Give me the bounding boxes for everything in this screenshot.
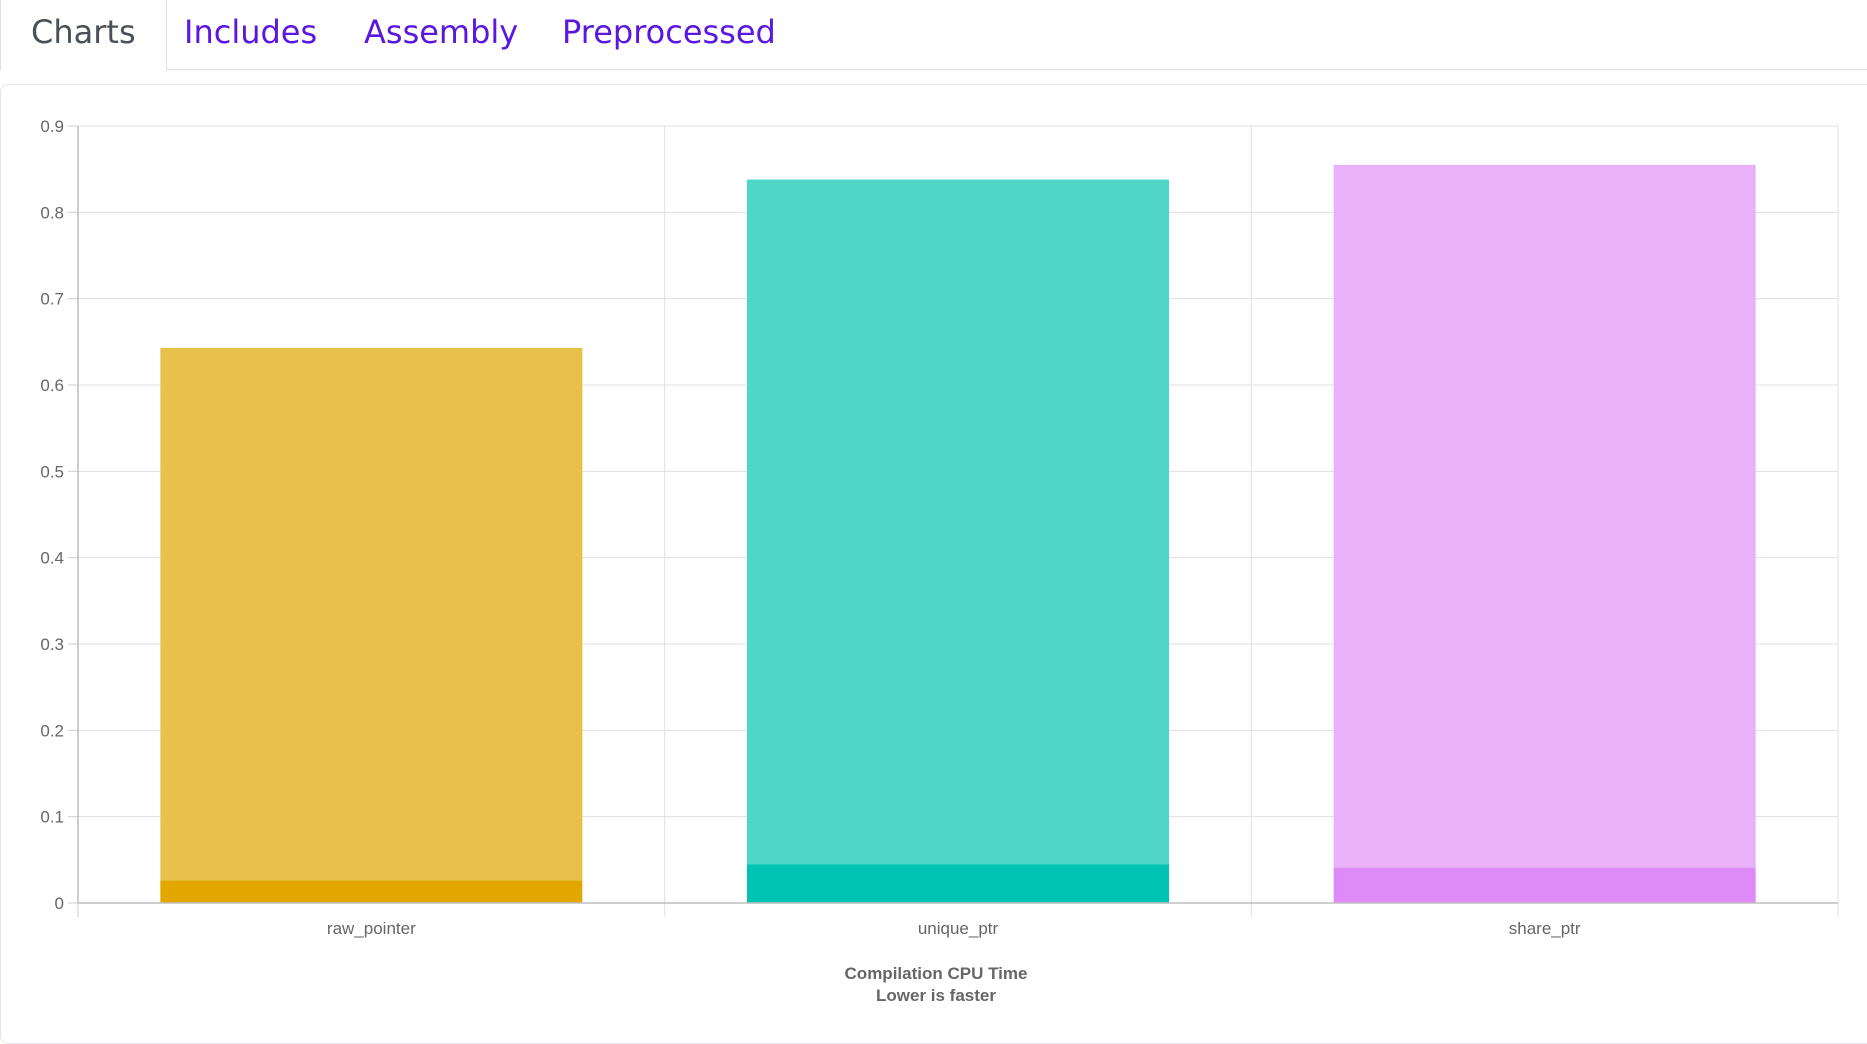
tab-bar: Charts Includes Assembly Preprocessed [0, 0, 1867, 71]
y-tick-label: 0.6 [40, 376, 64, 395]
x-tick-label: unique_ptr [918, 919, 999, 938]
y-tick-label: 0.4 [40, 549, 64, 568]
compilation-time-chart: 0 0.1 0.2 0.3 0.4 0.5 0.6 0.7 0.8 0.9 raw_pointer u… [40, 117, 1839, 1005]
chart-axes [68, 125, 1838, 904]
y-tick-label: 0.2 [40, 721, 64, 740]
bar-raw_pointer-segment-1[interactable] [160, 347, 583, 881]
tab-includes[interactable]: Includes [184, 13, 318, 51]
bar-unique_ptr-segment-0[interactable] [747, 864, 1169, 903]
y-tick-label: 0 [55, 894, 64, 913]
y-tick-label: 0.3 [40, 635, 64, 654]
bar-share_ptr-segment-0[interactable] [1333, 867, 1756, 903]
bar-unique_ptr-segment-1[interactable] [747, 179, 1169, 865]
tab-assembly[interactable]: Assembly [364, 13, 519, 51]
x-tick-label: raw_pointer [327, 919, 416, 938]
chart-bars [160, 164, 1756, 903]
x-tick-label: share_ptr [1509, 919, 1581, 938]
y-tick-label: 0.1 [40, 808, 64, 827]
tab-preprocessed[interactable]: Preprocessed [562, 13, 776, 51]
chart-labels: 0 0.1 0.2 0.3 0.4 0.5 0.6 0.7 0.8 0.9 raw_pointer u… [40, 117, 1581, 938]
bar-share_ptr-segment-1[interactable] [1333, 164, 1756, 868]
tab-charts[interactable]: Charts [0, 0, 167, 71]
chart-subtitle: Lower is faster [876, 986, 996, 1005]
y-tick-label: 0.7 [40, 290, 64, 309]
bar-raw_pointer-segment-0[interactable] [160, 880, 583, 903]
y-tick-label: 0.8 [40, 203, 64, 222]
y-tick-label: 0.9 [40, 117, 64, 136]
chart-title: Compilation CPU Time [845, 964, 1028, 983]
y-tick-label: 0.5 [40, 462, 64, 481]
